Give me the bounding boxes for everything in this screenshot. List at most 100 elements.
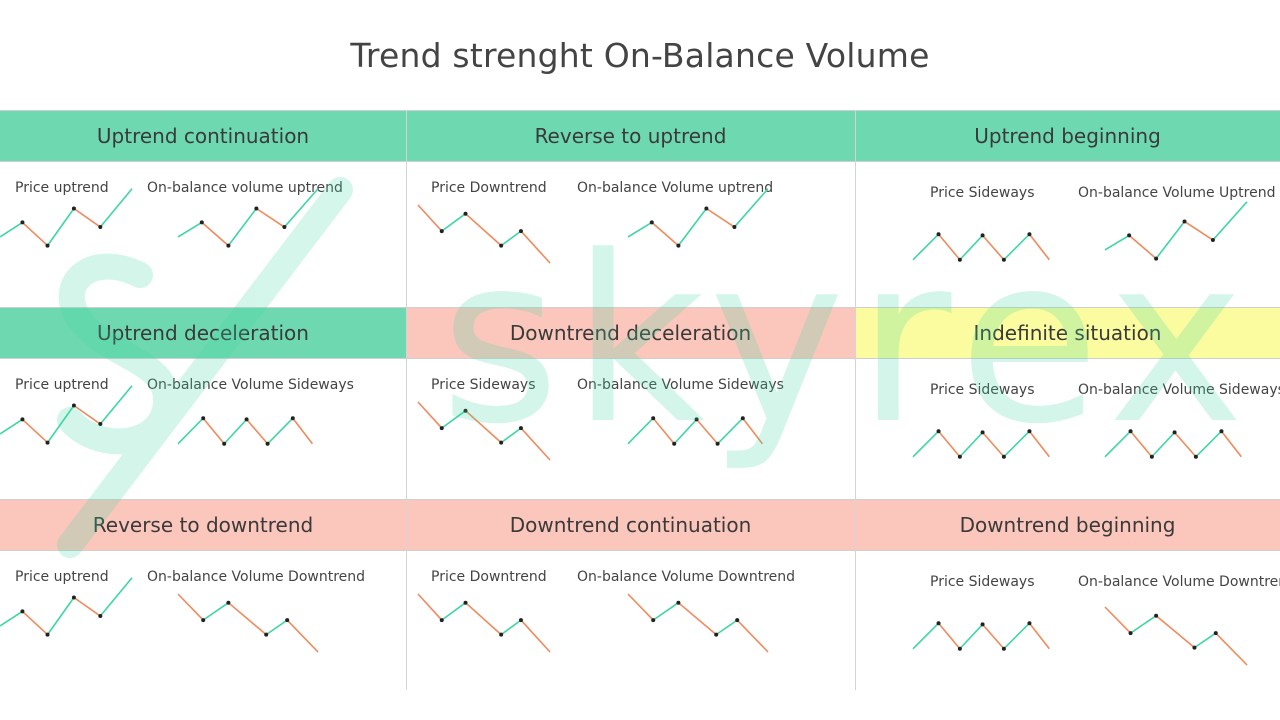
price-trend-sparkline [417,401,551,461]
pivot-dot [1172,430,1177,435]
pivot-dot [1128,429,1133,434]
trend-segment [73,404,101,425]
trend-segment [441,213,466,232]
trend-segment [73,207,101,228]
pivot-dot [980,233,985,238]
pivot-dot [1192,645,1197,650]
trend-segment [245,418,269,445]
price-label: Price Downtrend [431,180,547,196]
trend-segment [1128,234,1157,260]
panel-downtrend-deceleration: Downtrend deceleration Price Sideways On-b… [406,307,855,499]
pivot-dot [672,441,677,446]
pivot-dot [518,618,523,623]
trend-segment [202,602,229,621]
trend-segment [46,597,75,636]
trend-segment [742,417,764,445]
trend-segment [520,619,551,653]
panel-heading: Downtrend deceleration [406,307,855,359]
trend-segment [717,417,744,445]
trend-segment [959,431,984,458]
price-trend-sparkline [417,593,551,653]
pivot-dot [98,422,103,427]
trend-segment [912,233,940,261]
trend-segment [1220,430,1242,458]
pivot-dot [1127,233,1132,238]
obv-trend-sparkline [177,416,314,446]
pivot-dot [499,440,504,445]
trend-segment [1173,431,1197,458]
pivot-dot [285,618,290,623]
trend-segment [227,602,267,636]
price-label: Price uptrend [15,377,109,393]
trend-segment [1195,430,1223,458]
pivot-dot [499,632,504,637]
column-divider [855,110,856,690]
trend-segment [733,188,769,228]
trend-segment [627,593,654,621]
trend-segment [695,418,719,445]
pivot-dot [439,618,444,623]
obv-trend-sparkline [627,416,764,446]
trend-segment [959,234,984,261]
obv-label: On-balance Volume Sideways [1078,382,1280,398]
panel-uptrend-continuation: Uptrend continuation Price uptrend On-bala… [0,110,406,307]
pivot-dot [980,622,985,627]
obv-label: On-balance Volume Downtrend [147,569,366,585]
pivot-dot [649,220,654,225]
trend-segment [46,405,75,444]
trend-segment [21,610,49,636]
pivot-dot [518,229,523,234]
trend-segment [627,221,653,238]
pivot-dot [714,632,719,637]
pivot-dot [1128,631,1133,636]
price-label: Price Sideways [431,377,536,393]
trend-segment [677,207,708,247]
trend-segment [1003,430,1031,458]
trend-segment [417,204,443,232]
trend-segment [99,188,133,228]
pivot-dot [704,206,709,211]
trend-segment [1028,430,1050,458]
trend-segment [627,417,654,445]
pivot-dot [1001,257,1006,262]
price-trend-sparkline [912,232,1050,262]
obv-trend-sparkline [627,593,769,653]
pivot-dot [439,426,444,431]
trend-segment [1104,430,1132,458]
pivot-dot [463,408,468,413]
obv-label: On-balance volume uptrend [147,180,343,196]
trend-segment [0,418,23,435]
panel-downtrend-continuation: Downtrend continuation Price Downtrend On-… [406,499,855,689]
pivot-dot [45,632,50,637]
column-divider [406,110,407,690]
pivot-dot [1213,631,1218,636]
trend-segment [937,430,961,458]
obv-trend-sparkline [1104,606,1248,666]
pivot-dot [936,232,941,237]
pivot-dot [1210,238,1215,243]
trend-segment [464,410,502,444]
pivot-dot [20,609,25,614]
obv-label: On-balance Volume Downtrend [577,569,796,585]
pivot-dot [265,441,270,446]
pivot-dot [732,225,737,230]
pivot-dot [518,426,523,431]
pivot-dot [290,416,295,421]
trend-segment [177,417,204,445]
trend-segment [652,417,675,445]
pivot-dot [226,243,231,248]
trend-segment [417,593,443,621]
trend-segment [1104,606,1132,634]
trend-segment [500,619,522,636]
trend-segment [673,418,698,445]
obv-trend-sparkline [177,593,319,653]
trend-segment [1003,233,1031,261]
trend-segment [1155,615,1195,649]
pivot-dot [20,417,25,422]
pivot-dot [71,403,76,408]
pivot-dot [936,621,941,626]
price-label: Price Sideways [930,574,1035,590]
pivot-dot [1001,454,1006,459]
panel-heading: Uptrend deceleration [0,307,406,359]
pivot-dot [1027,232,1032,237]
